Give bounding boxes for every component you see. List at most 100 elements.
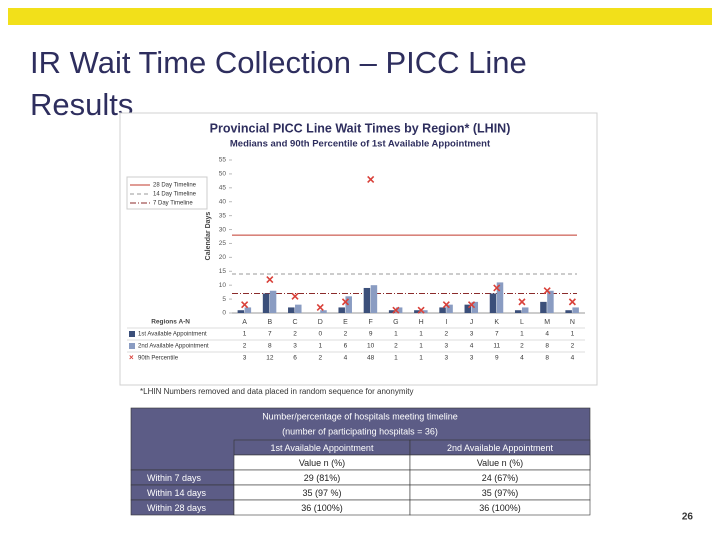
table-text: Value n (%) (477, 458, 523, 468)
y-tick-label: 55 (219, 157, 227, 164)
data-table-value: 1 (394, 355, 398, 362)
y-tick-label: 20 (219, 254, 227, 261)
bar (338, 307, 345, 313)
x-tick-label: F (369, 319, 373, 326)
data-table-value: 9 (495, 355, 499, 362)
data-table-value: 1 (243, 331, 247, 338)
y-axis-label: Calendar Days (205, 212, 212, 261)
bar (269, 290, 277, 313)
data-table-value: 8 (268, 343, 272, 350)
point (241, 301, 249, 309)
top-band (8, 8, 712, 25)
data-table-value: 2 (293, 331, 297, 338)
bar (471, 301, 479, 313)
data-table-value: 1 (394, 331, 398, 338)
legend-box (126, 176, 208, 210)
data-table-value: 8 (545, 343, 549, 350)
legend-label: 14 Day Timeline (153, 192, 197, 198)
bar (464, 304, 472, 313)
y-tick-label: 30 (219, 226, 227, 233)
data-table-value: 1 (520, 331, 524, 338)
data-table-value: 1 (318, 343, 322, 350)
y-tick-label: 45 (219, 185, 227, 192)
bar (547, 290, 554, 313)
table-text: Value n (%) (299, 458, 345, 468)
bar (295, 304, 302, 313)
bar (446, 304, 453, 313)
data-table-value: 2 (394, 343, 398, 350)
bar (540, 301, 547, 313)
point (367, 175, 375, 184)
point (291, 292, 299, 300)
chart-subtitle: Medians and 90th Percentile of 1st Avail… (230, 139, 491, 150)
x-tick-label: J (470, 319, 474, 326)
table-header: (number of participating hospitals = 36) (282, 426, 438, 436)
x-tick-label: B (267, 319, 272, 326)
data-table-value: 1 (419, 355, 423, 362)
point (568, 298, 576, 306)
data-table-value: 48 (367, 355, 375, 362)
bar (388, 310, 396, 313)
data-table-value: 4 (520, 355, 524, 362)
legend-label: 90th Percentile (138, 356, 179, 362)
y-tick-label: 25 (219, 240, 227, 247)
table-text: 24 (67%) (482, 473, 519, 483)
data-table-value: 10 (367, 343, 375, 350)
data-table-value: 3 (445, 355, 449, 362)
data-table-value: 2 (445, 331, 449, 338)
bar (370, 285, 378, 313)
data-table-value: 2 (318, 355, 322, 362)
footnote: *LHIN Numbers removed and data placed in… (140, 387, 413, 396)
data-table-value: 2 (344, 331, 348, 338)
y-tick-label: 35 (219, 212, 227, 219)
data-table-value: 3 (293, 343, 297, 350)
y-tick-label: 5 (222, 296, 226, 303)
data-table-value: 4 (344, 355, 348, 362)
point (518, 298, 526, 306)
x-tick-label: H (419, 319, 424, 326)
point (316, 303, 324, 312)
data-table-value: 1 (419, 331, 423, 338)
data-table-value: 9 (369, 331, 373, 338)
table-text: Within 28 days (147, 503, 207, 513)
data-table-value: 4 (571, 355, 575, 362)
data-table-value: 6 (293, 355, 297, 362)
x-tick-label: I (445, 319, 447, 326)
bar (320, 310, 327, 313)
data-table-value: 0 (318, 331, 322, 338)
table-header: Number/percentage of hospitals meeting t… (262, 411, 458, 421)
slide-title: IR Wait Time Collection – PICC Line Resul… (30, 45, 527, 122)
chart-title: Provincial PICC Line Wait Times by Regio… (210, 121, 511, 135)
table-text: Within 7 days (147, 473, 202, 483)
legend-label: 2nd Available Appointment (138, 344, 209, 350)
bar (489, 293, 497, 313)
bar (439, 307, 446, 313)
legend-swatch (129, 331, 135, 337)
point (341, 298, 350, 306)
point (417, 306, 425, 314)
table-text: 1st Available Appointment (271, 443, 374, 453)
bar (521, 307, 529, 313)
table-text: 35 (97 %) (302, 488, 341, 498)
legend-swatch: × (129, 353, 134, 362)
data-table-value: 7 (268, 331, 272, 338)
table-text: Within 14 days (147, 488, 207, 498)
table-cell (409, 499, 591, 516)
data-table-value: 4 (470, 343, 474, 350)
data-table-value: 4 (545, 331, 549, 338)
table-text: 36 (100%) (479, 503, 521, 513)
bar (572, 307, 579, 313)
bar (395, 307, 403, 313)
point (467, 301, 476, 309)
bar (237, 310, 245, 313)
data-table-value: 2 (243, 343, 247, 350)
data-table-value: 3 (243, 355, 247, 362)
legend-label: 28 Day Timeline (153, 183, 197, 189)
data-table-value: 11 (493, 343, 500, 350)
data-table-value: 12 (266, 355, 274, 362)
x-tick-label: E (343, 319, 348, 326)
point (543, 287, 551, 295)
y-tick-label: 40 (219, 198, 227, 205)
bar (262, 293, 270, 313)
